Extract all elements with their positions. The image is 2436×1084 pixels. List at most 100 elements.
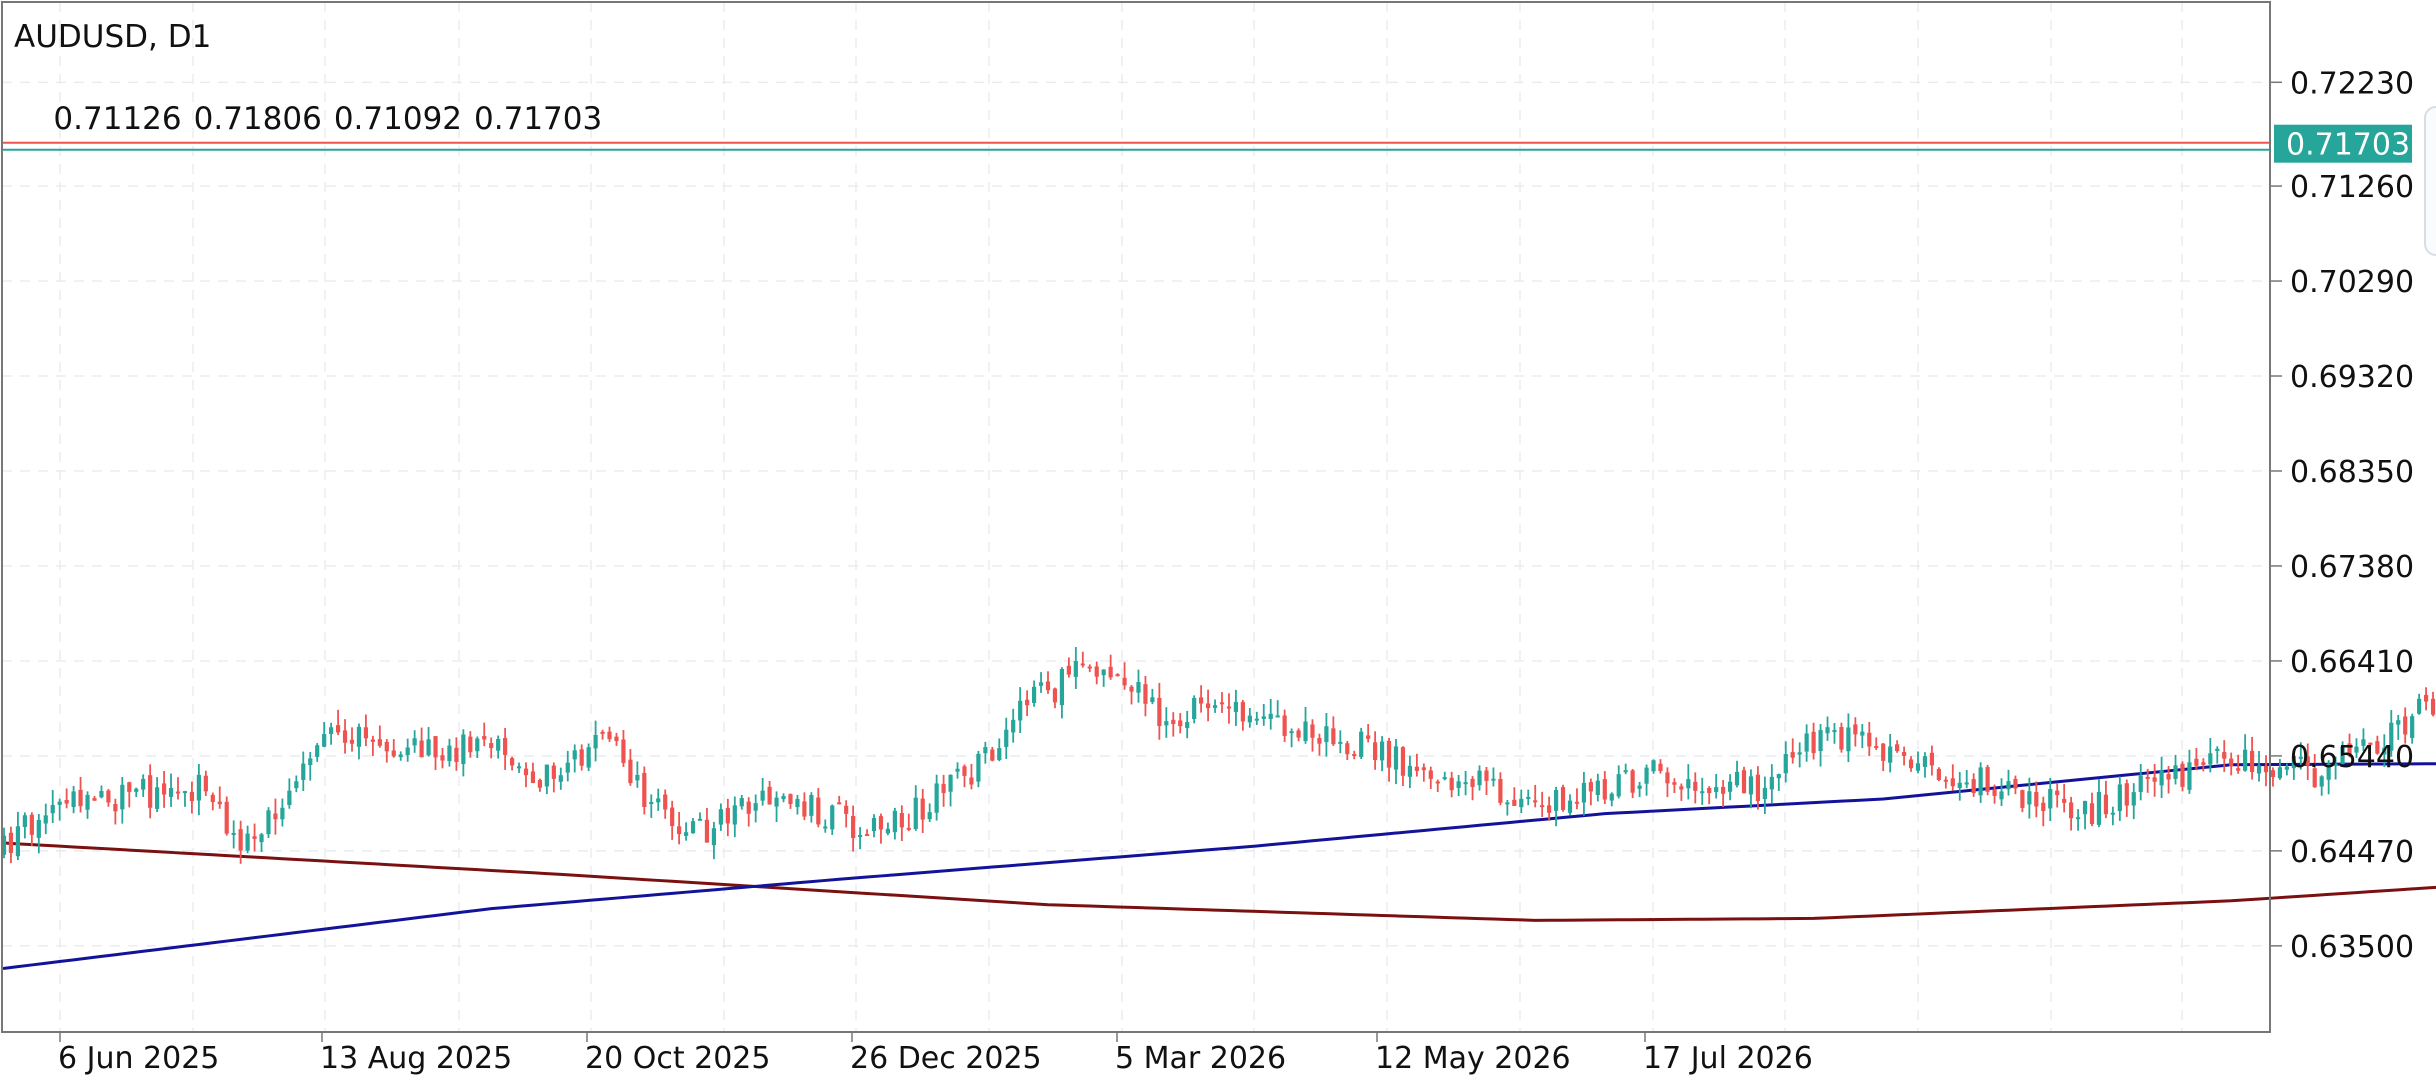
candle-body — [871, 817, 877, 832]
candle-body — [1205, 703, 1211, 709]
candle-body — [2243, 749, 2248, 771]
candle-body — [349, 739, 355, 744]
candle-body — [8, 832, 14, 853]
candle-body — [1094, 666, 1099, 677]
candle-body — [614, 736, 619, 741]
candle-body — [1734, 771, 1740, 786]
candle-body — [273, 813, 278, 820]
ohlc-close: 0.71703 — [474, 101, 603, 137]
y-axis-tick-label: 0.71260 — [2290, 170, 2414, 205]
candle-body — [447, 745, 452, 762]
candle-body — [287, 790, 292, 805]
candle-body — [739, 798, 744, 807]
candle-body — [1714, 787, 1719, 792]
candle-body — [823, 826, 828, 829]
current-price-tag — [2274, 124, 2412, 163]
candle-body — [997, 748, 1002, 760]
candle-body — [1122, 677, 1127, 686]
y-axis-tick-label: 0.72230 — [2290, 66, 2414, 101]
candle-body — [2236, 768, 2241, 771]
candle-body — [398, 754, 403, 758]
candles — [1, 647, 2436, 864]
candle-body — [544, 764, 549, 787]
candle-body — [1915, 763, 1921, 771]
candle-body — [621, 739, 626, 763]
candle-body — [1435, 781, 1440, 784]
candle-body — [1052, 688, 1058, 703]
candle-body — [1533, 800, 1538, 803]
candle-body — [1456, 781, 1461, 788]
candle-body — [1303, 721, 1308, 742]
candle-body — [1825, 727, 1830, 734]
candle-body — [1359, 731, 1364, 757]
candle-body — [1818, 730, 1823, 751]
candle-body — [2277, 767, 2283, 779]
candle-body — [781, 795, 786, 800]
candle-body — [2382, 747, 2387, 755]
candle-body — [2403, 716, 2408, 735]
candle-body — [2152, 777, 2157, 782]
candle-body — [377, 739, 382, 746]
candle-body — [1804, 733, 1809, 752]
candle-body — [558, 775, 563, 782]
ohlc-open: 0.71126 — [53, 101, 182, 137]
candle-body — [1895, 744, 1900, 752]
candle-body — [565, 762, 570, 773]
candle-body — [2006, 781, 2011, 790]
candle-body — [718, 809, 723, 825]
candle-body — [1512, 799, 1517, 806]
side-panel-handle[interactable] — [2424, 106, 2436, 256]
y-axis-tick-label: 0.70290 — [2290, 265, 2414, 300]
candle-body — [245, 833, 250, 851]
fast-moving-average-line — [2, 762, 2436, 970]
candle-body — [1971, 779, 1976, 794]
candle-body — [210, 794, 215, 802]
candle-body — [941, 783, 946, 793]
candle-body — [335, 725, 341, 733]
candle-body — [1129, 686, 1134, 692]
candle-body — [1219, 702, 1225, 705]
candle-body — [1922, 756, 1928, 767]
candle-body — [1338, 741, 1343, 744]
candle-body — [1519, 798, 1524, 808]
candle-body — [482, 736, 487, 740]
candle-body — [1588, 782, 1593, 792]
candle-body — [2361, 739, 2366, 746]
candle-body — [899, 813, 904, 828]
candle-body — [2333, 763, 2338, 766]
candle-body — [983, 747, 988, 754]
candle-body — [857, 835, 863, 838]
candle-body — [2027, 791, 2032, 805]
candle-body — [656, 798, 661, 803]
candle-body — [2159, 770, 2164, 786]
candle-body — [2034, 792, 2039, 807]
candle-body — [2166, 773, 2171, 780]
candle-body — [1164, 721, 1169, 726]
candle-body — [990, 749, 995, 761]
candle-body — [1581, 782, 1587, 803]
candle-body — [530, 771, 536, 783]
candle-body — [1832, 730, 1837, 733]
candle-body — [1936, 768, 1941, 781]
candle-body — [2249, 750, 2255, 773]
candle-body — [315, 745, 320, 757]
ohlc-low: 0.71092 — [333, 101, 463, 137]
candle-body — [774, 797, 779, 807]
candle-body — [1700, 791, 1705, 794]
candle-body — [1811, 731, 1816, 754]
candle-body — [29, 814, 34, 835]
candle-body — [1651, 760, 1656, 772]
candle-body — [2082, 801, 2088, 815]
candle-body — [670, 807, 675, 827]
candle-body — [1846, 727, 1851, 752]
candle-body — [370, 739, 375, 742]
candle-body — [1, 835, 7, 855]
candle-body — [1115, 674, 1120, 677]
plot-border — [1, 1, 2271, 1033]
candle-body — [1233, 701, 1239, 712]
candle-body — [816, 797, 821, 825]
candle-body — [795, 798, 800, 808]
candle-body — [1310, 724, 1315, 738]
candle-body — [217, 801, 222, 805]
